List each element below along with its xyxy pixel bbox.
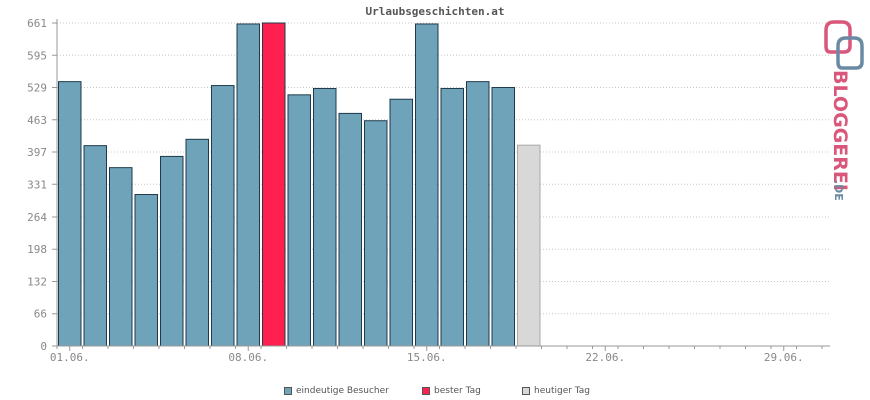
axes: 0 66 132 198 264 331 397 463 529 595 661 01.06. 08.0… [27, 17, 830, 364]
y-tick-label: 198 [27, 243, 47, 256]
logo-loop-blue [836, 36, 864, 70]
bloggerei-logo-graphic: BLOGGEREI .DE [824, 20, 864, 201]
bar-day-3 [109, 167, 133, 347]
y-tick-label: 595 [27, 49, 47, 62]
bar-day-1 [58, 81, 82, 347]
legend-label-best-day: bester Tag [434, 386, 481, 396]
legend-label-today: heutiger Tag [534, 386, 591, 396]
bar-day-11 [313, 87, 337, 347]
bar-day-2 [83, 145, 107, 347]
bar-day-4 [134, 194, 158, 347]
bar-day-17 [466, 81, 490, 347]
legend-label-visitors: eindeutige Besucher [296, 386, 389, 396]
bar-day-12 [338, 112, 362, 347]
bar-day-8 [236, 23, 260, 347]
legend-swatch-today [522, 387, 530, 395]
bloggerei-logo: BLOGGEREI .DE [812, 18, 868, 218]
bar-day-15 [415, 23, 439, 347]
logo-text: BLOGGEREI [829, 70, 851, 191]
legend-item-today: heutiger Tag [522, 386, 590, 396]
logo-suffix: .DE [832, 180, 845, 201]
x-tick-label: 01.06. [50, 351, 90, 364]
x-tick-label: 22.06. [585, 351, 625, 364]
chart-title: Urlaubsgeschichten.at [365, 5, 504, 18]
legend-item-best-day: bester Tag [422, 386, 481, 396]
bar-day-14 [389, 98, 413, 347]
legend: eindeutige Besucher bester Tag heutiger … [0, 386, 870, 400]
y-tick-label: 264 [27, 211, 47, 224]
y-tick-label: 132 [27, 275, 47, 288]
bar-day-6 [185, 138, 209, 347]
bar-day-10 [287, 94, 311, 347]
y-tick-label: 661 [27, 17, 47, 30]
legend-item-visitors: eindeutige Besucher [284, 386, 389, 396]
bar-day-19 [517, 144, 541, 347]
bar-day-5 [160, 155, 184, 347]
bar-day-9 [262, 22, 286, 347]
y-tick-label: 0 [40, 340, 47, 353]
y-tick-label: 463 [27, 114, 47, 127]
bar-day-13 [364, 120, 388, 347]
x-tick-label: 29.06. [764, 351, 804, 364]
y-tick-label: 397 [27, 146, 47, 159]
bars [58, 22, 541, 347]
y-tick-label: 66 [34, 308, 47, 321]
bar-day-18 [491, 87, 515, 347]
x-tick-label: 08.06. [228, 351, 268, 364]
x-tick-label: 15.06. [407, 351, 447, 364]
legend-swatch-best-day [422, 387, 430, 395]
logo-loop-pink [824, 20, 852, 54]
bar-day-16 [440, 87, 464, 347]
legend-swatch-visitors [284, 387, 292, 395]
y-tick-label: 529 [27, 82, 47, 95]
bar-day-7 [211, 85, 235, 347]
y-tick-label: 331 [27, 178, 47, 191]
